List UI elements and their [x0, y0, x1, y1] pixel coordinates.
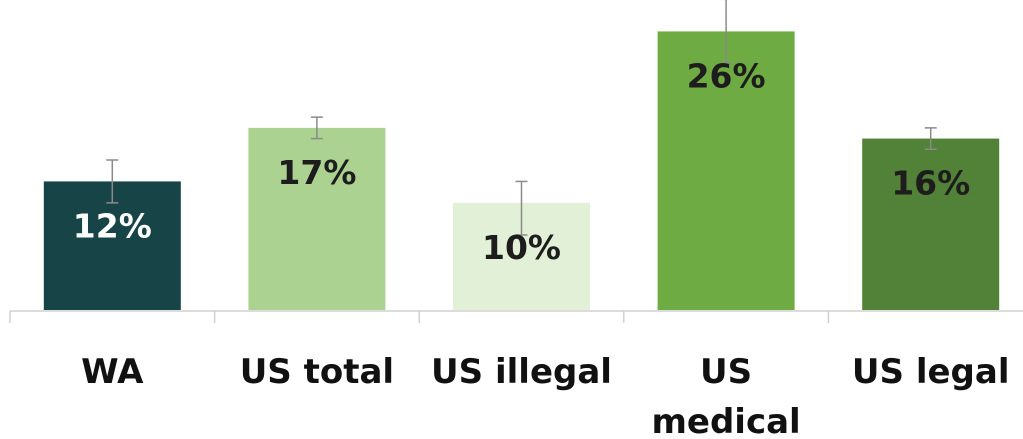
data-label: 10%: [482, 228, 561, 267]
error-bar: [720, 0, 733, 65]
bars-group: [43, 31, 1000, 311]
category-label: US total: [240, 352, 394, 392]
data-label: 12%: [73, 206, 152, 245]
bar: [657, 31, 795, 311]
error-bar: [310, 116, 323, 140]
error-bar: [515, 180, 528, 236]
data-label: 26%: [687, 56, 766, 95]
data-label: 16%: [891, 164, 970, 203]
category-label: US illegal: [431, 352, 612, 392]
error-bars-group: [106, 0, 937, 236]
category-label: WA: [81, 352, 144, 392]
error-bar: [106, 159, 119, 204]
category-label: US legal: [852, 352, 1010, 392]
bar: [862, 138, 1000, 310]
data-label: 17%: [277, 153, 356, 192]
category-label: US medical: [651, 352, 800, 439]
data-labels-group: 12% 17% 10% 26% 16%: [73, 56, 970, 266]
x-axis: WA US total US illegal US medical US legal: [9, 310, 1023, 439]
bar: [248, 127, 386, 310]
error-bar: [924, 127, 937, 151]
